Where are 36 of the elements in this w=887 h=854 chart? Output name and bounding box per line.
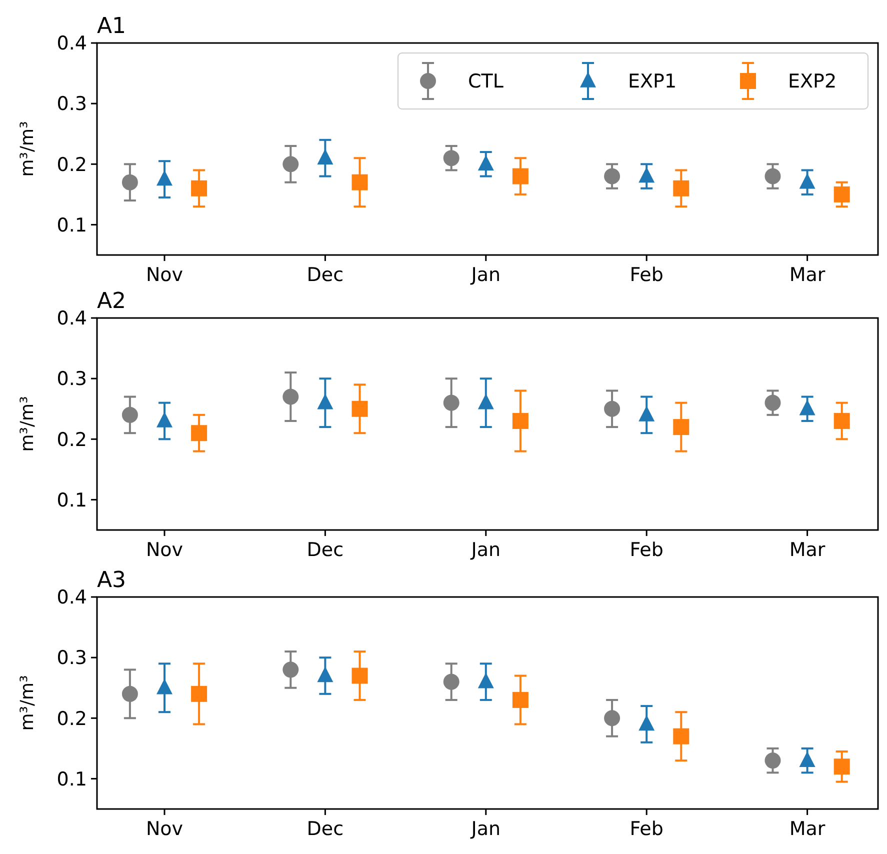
x-tick-label: Dec — [306, 818, 344, 840]
y-axis-title: m³/m³ — [17, 121, 38, 177]
x-tick-label: Jan — [470, 818, 501, 840]
x-tick-label: Dec — [306, 264, 344, 286]
x-tick-label: Jan — [470, 264, 501, 286]
x-tick-label: Mar — [789, 818, 826, 840]
chart-title: A3 — [97, 568, 126, 593]
y-tick-label: 0.3 — [56, 368, 87, 390]
y-tick-label: 0.4 — [56, 586, 87, 609]
x-tick-label: Feb — [630, 264, 664, 286]
chart-title: A2 — [97, 289, 126, 314]
y-tick-label: 0.2 — [56, 708, 87, 730]
y-tick-label: 0.1 — [56, 768, 87, 790]
x-tick-label: Nov — [146, 539, 184, 561]
x-tick-label: Nov — [146, 818, 184, 840]
x-tick-label: Nov — [146, 264, 184, 286]
y-tick-label: 0.2 — [56, 428, 87, 451]
x-tick-label: Dec — [306, 539, 344, 561]
x-tick-label: Mar — [789, 539, 826, 561]
legend-label: CTL — [468, 70, 504, 93]
x-tick-label: Feb — [630, 818, 664, 840]
x-tick-label: Mar — [789, 264, 826, 286]
y-tick-label: 0.2 — [56, 154, 87, 176]
chart-title: A1 — [97, 14, 126, 39]
y-tick-label: 0.3 — [56, 647, 87, 670]
y-tick-label: 0.4 — [56, 32, 87, 55]
y-tick-label: 0.3 — [56, 93, 87, 116]
y-tick-label: 0.4 — [56, 308, 87, 330]
legend-label: EXP1 — [628, 70, 677, 93]
y-tick-label: 0.1 — [56, 489, 87, 512]
x-tick-label: Feb — [630, 539, 664, 561]
y-axis-title: m³/m³ — [17, 396, 38, 452]
y-axis-title: m³/m³ — [17, 675, 38, 731]
y-tick-label: 0.1 — [56, 214, 87, 236]
x-tick-label: Jan — [470, 539, 501, 561]
legend-label: EXP2 — [788, 70, 837, 93]
